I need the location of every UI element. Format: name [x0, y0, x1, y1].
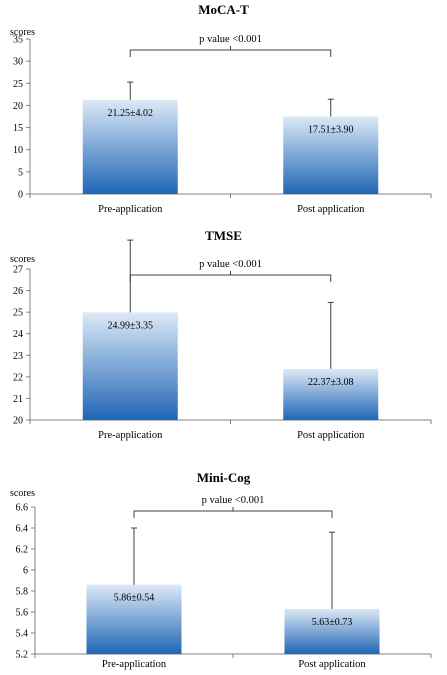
x-category-label: Post application	[298, 659, 366, 670]
y-tick-label: 23	[13, 351, 23, 362]
y-tick-label: 27	[13, 265, 23, 276]
significance-bracket	[133, 510, 333, 518]
y-tick-label: 6	[23, 566, 28, 577]
y-tick-label: 30	[13, 57, 23, 68]
chart-title: Mini-Cog	[197, 470, 251, 485]
y-tick-label: 25	[13, 79, 23, 90]
y-tick-label: 0	[18, 190, 23, 201]
bar	[82, 99, 178, 194]
x-category-label: Pre-application	[102, 659, 167, 670]
y-tick-label: 5.6	[16, 608, 29, 619]
y-tick-label: 15	[13, 123, 23, 134]
data-label: 21.25±4.02	[108, 108, 154, 119]
y-tick-label: 6.4	[16, 524, 29, 535]
bar	[283, 116, 379, 194]
y-tick-label: 20	[13, 101, 23, 112]
y-tick-label: 22	[13, 372, 23, 383]
significance-bracket	[129, 274, 332, 282]
y-axis-label: scores	[10, 27, 35, 38]
bar	[283, 368, 379, 420]
y-tick-label: 24	[13, 329, 23, 340]
significance-label: p value <0.001	[199, 259, 262, 270]
x-category-label: Post application	[297, 430, 365, 441]
y-tick-label: 25	[13, 308, 23, 319]
x-category-label: Pre-application	[98, 430, 163, 441]
data-label: 17.51±3.90	[308, 124, 354, 135]
data-label: 5.86±0.54	[114, 593, 155, 604]
y-tick-label: 6.6	[16, 503, 29, 514]
y-tick-label: 5.2	[16, 650, 29, 661]
significance-label: p value <0.001	[199, 34, 262, 45]
chart-title: TMSE	[205, 228, 242, 243]
chart-title: MoCA-T	[198, 2, 249, 17]
y-tick-label: 5.4	[16, 629, 29, 640]
y-tick-label: 6.2	[16, 545, 29, 556]
data-label: 24.99±3.35	[108, 320, 154, 331]
x-category-label: Pre-application	[98, 204, 163, 215]
significance-bracket	[129, 49, 332, 57]
bar	[86, 584, 182, 654]
data-label: 22.37±3.08	[308, 377, 354, 388]
y-tick-label: 5.8	[16, 587, 29, 598]
y-tick-label: 35	[13, 35, 23, 46]
bar	[82, 312, 178, 420]
y-axis-label: scores	[10, 488, 35, 499]
y-tick-label: 20	[13, 416, 23, 427]
x-category-label: Post application	[297, 204, 365, 215]
data-label: 5.63±0.73	[312, 617, 353, 628]
y-tick-label: 10	[13, 145, 23, 156]
significance-label: p value <0.001	[202, 495, 265, 506]
bar	[284, 608, 380, 654]
y-tick-label: 5	[18, 167, 23, 178]
y-axis-label: scores	[10, 254, 35, 265]
y-tick-label: 26	[13, 286, 23, 297]
y-tick-label: 21	[13, 394, 23, 405]
